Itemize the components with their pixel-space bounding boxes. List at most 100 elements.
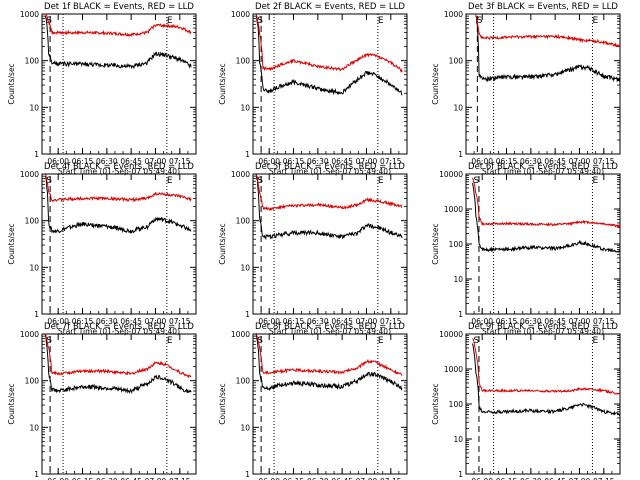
x-tick-label: 06:30 <box>96 477 118 480</box>
panel-det-7: Det 7f BLACK = Events, RED = LLD 1 10 100 10… <box>7 322 197 480</box>
panel-title: Det 1f BLACK = Events, RED = LLD <box>44 2 194 12</box>
series-line-lld <box>44 13 192 38</box>
y-tick-label: 1 <box>245 470 250 479</box>
start-marker-label: S <box>257 16 263 26</box>
series-line-lld <box>44 333 192 379</box>
y-tick-label: 10000 <box>439 330 463 339</box>
y-tick-label: 1000 <box>20 170 39 179</box>
x-tick-label: 07:15 <box>169 477 191 480</box>
start-marker-label: S <box>46 336 52 346</box>
panel-title: Det 2f BLACK = Events, RED = LLD <box>255 2 405 12</box>
panel-title: Det 8f BLACK = Events, RED = LLD <box>255 322 405 332</box>
panel-det-9: Det 9f BLACK = Events, RED = LLD 1 10 100 10… <box>431 322 621 480</box>
y-tick-label: 100 <box>449 57 464 66</box>
plot-frame <box>252 333 408 475</box>
x-tick-label: 06:30 <box>520 157 542 166</box>
y-tick-label: 1 <box>458 310 463 319</box>
y-axis-label: Counts/sec <box>7 63 16 104</box>
x-tick-label: 06:30 <box>96 157 118 166</box>
x-tick-label: 06:15 <box>72 477 94 480</box>
x-tick-label: 06:00 <box>47 157 69 166</box>
x-tick-label: 06:30 <box>307 477 329 480</box>
series-line-events <box>475 15 621 83</box>
y-tick-label: 100 <box>25 217 40 226</box>
x-tick-label: 06:00 <box>471 157 493 166</box>
y-axis-label: Counts/sec <box>218 63 227 104</box>
plot-frame <box>41 333 197 475</box>
y-tick-label: 10 <box>240 423 250 432</box>
series-line-lld <box>256 334 403 376</box>
x-tick-label: 06:30 <box>307 157 329 166</box>
x-tick-label: 06:00 <box>47 317 69 326</box>
x-tick-label: 07:00 <box>569 157 591 166</box>
x-tick-label: 07:00 <box>569 477 591 480</box>
y-tick-label: 100 <box>236 377 251 386</box>
x-tick-label: 06:45 <box>544 317 566 326</box>
x-tick-label: 07:00 <box>356 477 378 480</box>
series-line-events <box>44 175 192 234</box>
panel-det-6: Det 6f BLACK = Events, RED = LLD 1 10 100 10… <box>431 162 621 336</box>
panel-title: Det 6f BLACK = Events, RED = LLD <box>468 162 618 172</box>
y-axis-label: Counts/sec <box>431 63 440 104</box>
start-marker-label: S <box>46 176 52 186</box>
plot-frame <box>252 13 408 155</box>
panel-title: Det 5f BLACK = Events, RED = LLD <box>255 162 405 172</box>
x-tick-label: 06:15 <box>72 157 94 166</box>
series-line-events <box>255 173 403 241</box>
x-tick-label: 06:00 <box>258 477 280 480</box>
y-tick-label: 1000 <box>20 330 39 339</box>
y-tick-label: 10 <box>453 275 463 284</box>
x-tick-label: 07:00 <box>145 157 167 166</box>
y-tick-label: 1 <box>458 470 463 479</box>
y-tick-label: 10 <box>29 103 39 112</box>
x-tick-label: 07:00 <box>145 477 167 480</box>
start-marker-label: S <box>477 16 483 26</box>
x-tick-label: 06:15 <box>283 157 305 166</box>
panel-title: Det 4f BLACK = Events, RED = LLD <box>44 162 194 172</box>
panel-title: Det 3f BLACK = Events, RED = LLD <box>468 2 618 12</box>
y-tick-label: 1 <box>245 310 250 319</box>
series-line-events <box>472 183 621 253</box>
x-axis-label: Start Time (01-Sep-07 05:49:40) <box>482 327 604 336</box>
end-marker-label: E <box>378 176 384 186</box>
plot-frame <box>465 13 621 155</box>
x-tick-label: 06:00 <box>471 477 493 480</box>
x-tick-label: 06:00 <box>471 317 493 326</box>
y-tick-label: 10 <box>29 423 39 432</box>
x-tick-label: 06:30 <box>520 317 542 326</box>
end-marker-label: E <box>592 176 598 186</box>
x-axis-label: Start Time (01-Sep-07 05:49:40) <box>58 327 180 336</box>
y-tick-label: 1000 <box>231 330 250 339</box>
series-line-events <box>255 333 403 392</box>
y-tick-label: 1000 <box>444 10 463 19</box>
y-tick-label: 100 <box>25 57 40 66</box>
x-tick-label: 06:15 <box>283 317 305 326</box>
x-tick-label: 06:45 <box>331 477 353 480</box>
panel-det-3: Det 3f BLACK = Events, RED = LLD 1 10 100 10… <box>431 2 621 176</box>
y-tick-label: 1 <box>34 470 39 479</box>
x-tick-label: 07:15 <box>380 477 402 480</box>
series-line-lld <box>472 338 621 396</box>
series-line-events <box>44 333 192 394</box>
x-tick-label: 07:15 <box>593 317 615 326</box>
x-axis-label: Start Time (01-Sep-07 05:49:40) <box>269 327 391 336</box>
series-line-events <box>255 15 403 96</box>
x-tick-label: 06:15 <box>72 317 94 326</box>
series-line-lld <box>472 177 621 229</box>
x-axis-label: Start Time (01-Sep-07 05:49:40) <box>58 167 180 176</box>
x-tick-label: 06:45 <box>544 477 566 480</box>
x-tick-label: 07:00 <box>145 317 167 326</box>
x-tick-label: 06:15 <box>283 477 305 480</box>
panel-title: Det 9f BLACK = Events, RED = LLD <box>468 322 618 332</box>
x-tick-label: 07:15 <box>169 157 191 166</box>
x-tick-label: 06:30 <box>307 317 329 326</box>
y-tick-label: 10000 <box>439 170 463 179</box>
series-line-events <box>472 343 621 417</box>
start-marker-label: S <box>46 16 52 26</box>
x-axis-label: Start Time (01-Sep-07 05:49:40) <box>269 167 391 176</box>
panel-det-2: Det 2f BLACK = Events, RED = LLD 1 10 100 10… <box>218 2 408 176</box>
y-tick-label: 1 <box>458 150 463 159</box>
x-tick-label: 06:45 <box>331 157 353 166</box>
y-axis-label: Counts/sec <box>7 383 16 424</box>
